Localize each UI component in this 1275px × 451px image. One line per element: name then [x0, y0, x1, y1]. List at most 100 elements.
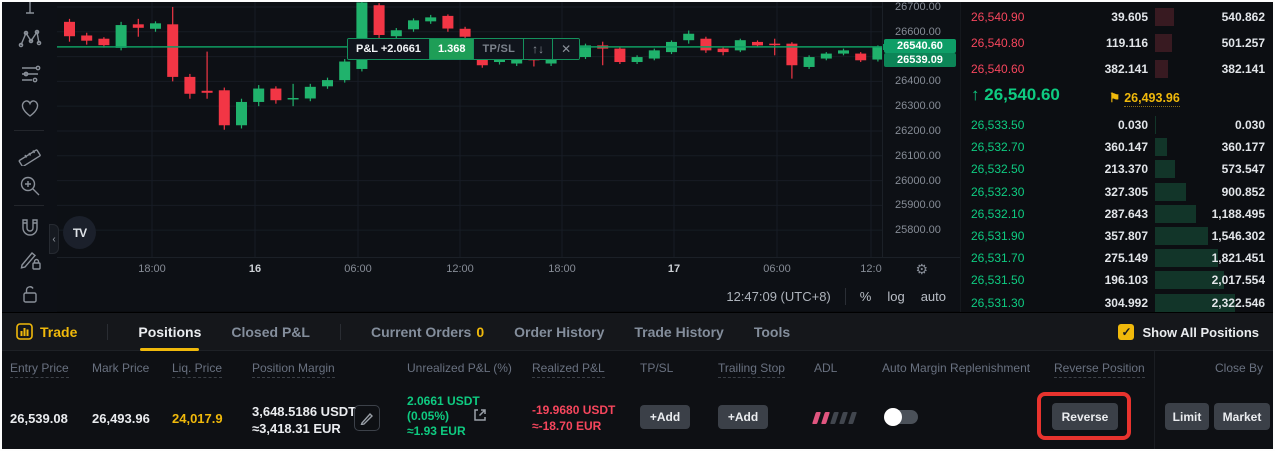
orderbook-total: 2,017.554	[1211, 273, 1265, 288]
chart-footer: 12:47:09 (UTC+8) % log auto	[57, 281, 960, 311]
position-qty-chip[interactable]: 1.368	[429, 39, 475, 59]
tab-trade-history[interactable]: Trade History	[634, 323, 724, 340]
unlock-padlock-icon[interactable]	[16, 280, 44, 308]
tab-trade[interactable]: Trade	[16, 313, 77, 351]
orderbook-ticker[interactable]: ↑ 26,540.60 ⚑ 26,493.96	[961, 80, 1273, 114]
depth-bar	[1155, 182, 1187, 201]
realized-pnl-value: -19.9680 USDT ≈-18.70 EUR	[532, 403, 616, 433]
zoom-in-icon[interactable]	[16, 172, 44, 200]
orderbook-bid-row[interactable]: 26,532.10 287.643 1,188.495	[961, 203, 1273, 225]
orderbook-total: 573.547	[1221, 162, 1265, 177]
orderbook-bid-row[interactable]: 26,533.50 0.030 0.030	[961, 114, 1273, 136]
price-axis-label: 26000.00	[895, 174, 941, 187]
auto-scale-button[interactable]: auto	[920, 288, 946, 304]
tab-tools[interactable]: Tools	[753, 323, 791, 340]
depth-bar	[1155, 8, 1174, 26]
order-book: 26,540.90 39.605 540.862 26,540.80 119.116 50…	[960, 2, 1273, 312]
measure-ruler-icon[interactable]	[16, 140, 44, 168]
orderbook-bid-row[interactable]: 26,532.70 360.147 360.177	[961, 136, 1273, 158]
orderbook-ask-row[interactable]: 26,540.80 119.116 501.257	[961, 32, 1273, 54]
chart-settings-gear-icon[interactable]: ⚙	[915, 261, 928, 277]
header-position-margin[interactable]: Position Margin	[252, 361, 335, 378]
last-traded-price: ↑ 26,540.60	[971, 85, 1060, 104]
time-axis-label: 06:00	[344, 263, 372, 275]
orderbook-bid-row[interactable]: 26,531.70 275.149 1,821.451	[961, 247, 1273, 269]
chart-clock[interactable]: 12:47:09 (UTC+8)	[726, 288, 831, 304]
auto-margin-toggle[interactable]	[884, 408, 918, 426]
tradingview-logo[interactable]: TV	[63, 216, 96, 249]
show-all-positions-toggle[interactable]: ✓ Show All Positions	[1118, 313, 1259, 351]
close-limit-button[interactable]: Limit	[1165, 403, 1209, 430]
xabcd-pattern-tool-icon[interactable]	[16, 26, 44, 54]
tab-closed-p-l[interactable]: Closed P&L	[231, 323, 310, 340]
orderbook-price: 26,531.50	[971, 273, 1025, 288]
orderbook-price: 26,531.30	[971, 295, 1025, 310]
show-all-positions-checkbox[interactable]: ✓	[1118, 324, 1135, 340]
trailing-stop-add-button[interactable]: +Add	[718, 405, 768, 429]
time-axis-label: 06:00	[763, 263, 791, 275]
column-divider	[1154, 351, 1155, 449]
log-scale-button[interactable]: log	[887, 288, 905, 304]
orderbook-qty: 287.643	[1104, 206, 1148, 221]
orderbook-price: 26,531.70	[971, 251, 1025, 266]
tpsl-add-button[interactable]: +Add	[640, 405, 690, 429]
adl-bar	[848, 412, 857, 424]
price-axis[interactable]: 26540.60 26539.09 26700.00 26600.00 26400.…	[882, 2, 960, 257]
header-entry-price[interactable]: Entry Price	[10, 361, 69, 378]
orderbook-total: 501.257	[1221, 36, 1265, 50]
position-tpsl-button[interactable]: TP/SL	[474, 39, 525, 59]
tab-current-orders[interactable]: Current Orders 0	[370, 323, 485, 340]
chart-area[interactable]: P&L +2.0661 1.368 TP/SL ↑↓ ✕ TV	[57, 2, 882, 257]
collapse-toolbar-handle[interactable]: ‹	[49, 224, 59, 254]
depth-bar	[1155, 204, 1196, 223]
price-axis-label: 26700.00	[895, 2, 941, 13]
orderbook-qty: 304.992	[1104, 295, 1148, 310]
depth-bar	[1155, 227, 1209, 245]
time-axis-label: 16	[248, 263, 262, 275]
orderbook-ask-row[interactable]: 26,540.60 382.141 382.141	[961, 58, 1273, 80]
tab-positions[interactable]: Positions	[138, 313, 201, 351]
time-axis[interactable]: ⚙ 18:00 16 06:00 12:00 18:00 17 06:00 12:0	[57, 257, 960, 281]
orderbook-total: 1,821.451	[1211, 251, 1265, 266]
orderbook-bid-row[interactable]: 26,532.30 327.305 900.852	[961, 181, 1273, 203]
header-reverse-position[interactable]: Reverse Position	[1054, 361, 1145, 378]
orderbook-bid-row[interactable]: 26,531.90 357.807 1,546.302	[961, 225, 1273, 247]
header-realized-p-l[interactable]: Realized P&L	[532, 361, 605, 378]
toolbar-divider	[14, 130, 44, 131]
orderbook-bid-row[interactable]: 26,531.30 304.992 2,322.546	[961, 292, 1273, 314]
price-axis-label: 26600.00	[895, 25, 941, 38]
header-trailing-stop[interactable]: Trailing Stop	[718, 361, 785, 378]
edit-margin-button[interactable]	[354, 405, 380, 431]
time-axis-label: 17	[667, 263, 681, 275]
orderbook-qty: 196.103	[1104, 273, 1148, 288]
orderbook-qty: 119.116	[1105, 36, 1148, 50]
orderbook-qty: 39.605	[1111, 10, 1148, 24]
depth-bar	[1155, 249, 1218, 268]
header-liq-price[interactable]: Liq. Price	[172, 361, 223, 378]
show-all-positions-label: Show All Positions	[1142, 324, 1259, 340]
tab-divider	[107, 323, 109, 340]
orderbook-total: 0.030	[1234, 118, 1265, 132]
orderbook-ask-row[interactable]: 26,540.90 39.605 540.862	[961, 6, 1273, 28]
drawing-lock-icon[interactable]	[16, 246, 44, 274]
depth-bar	[1155, 60, 1169, 78]
percent-scale-button[interactable]: %	[859, 288, 872, 304]
close-market-button[interactable]: Market	[1214, 403, 1270, 430]
magnet-icon[interactable]	[16, 213, 44, 241]
close-position-icon[interactable]: ✕	[553, 39, 580, 59]
forecast-tool-icon[interactable]	[16, 60, 44, 88]
share-pnl-icon[interactable]	[472, 407, 488, 423]
position-pnl-widget[interactable]: P&L +2.0661 1.368 TP/SL ↑↓ ✕	[347, 38, 581, 60]
favorites-heart-icon[interactable]	[16, 94, 44, 122]
depth-bar	[1155, 138, 1168, 157]
orderbook-price: 26,532.10	[971, 206, 1025, 221]
header-close-by: Close By	[1215, 361, 1264, 375]
reverse-button[interactable]: Reverse	[1052, 403, 1118, 430]
orderbook-bid-row[interactable]: 26,531.50 196.103 2,017.554	[961, 269, 1273, 291]
liq-price-value: 24,017.9	[172, 411, 223, 426]
reverse-arrows-icon[interactable]: ↑↓	[524, 39, 554, 59]
tab-order-history[interactable]: Order History	[514, 323, 605, 340]
orderbook-bid-row[interactable]: 26,532.50 213.370 573.547	[961, 158, 1273, 180]
trend-line-tool-icon[interactable]	[16, 2, 44, 22]
